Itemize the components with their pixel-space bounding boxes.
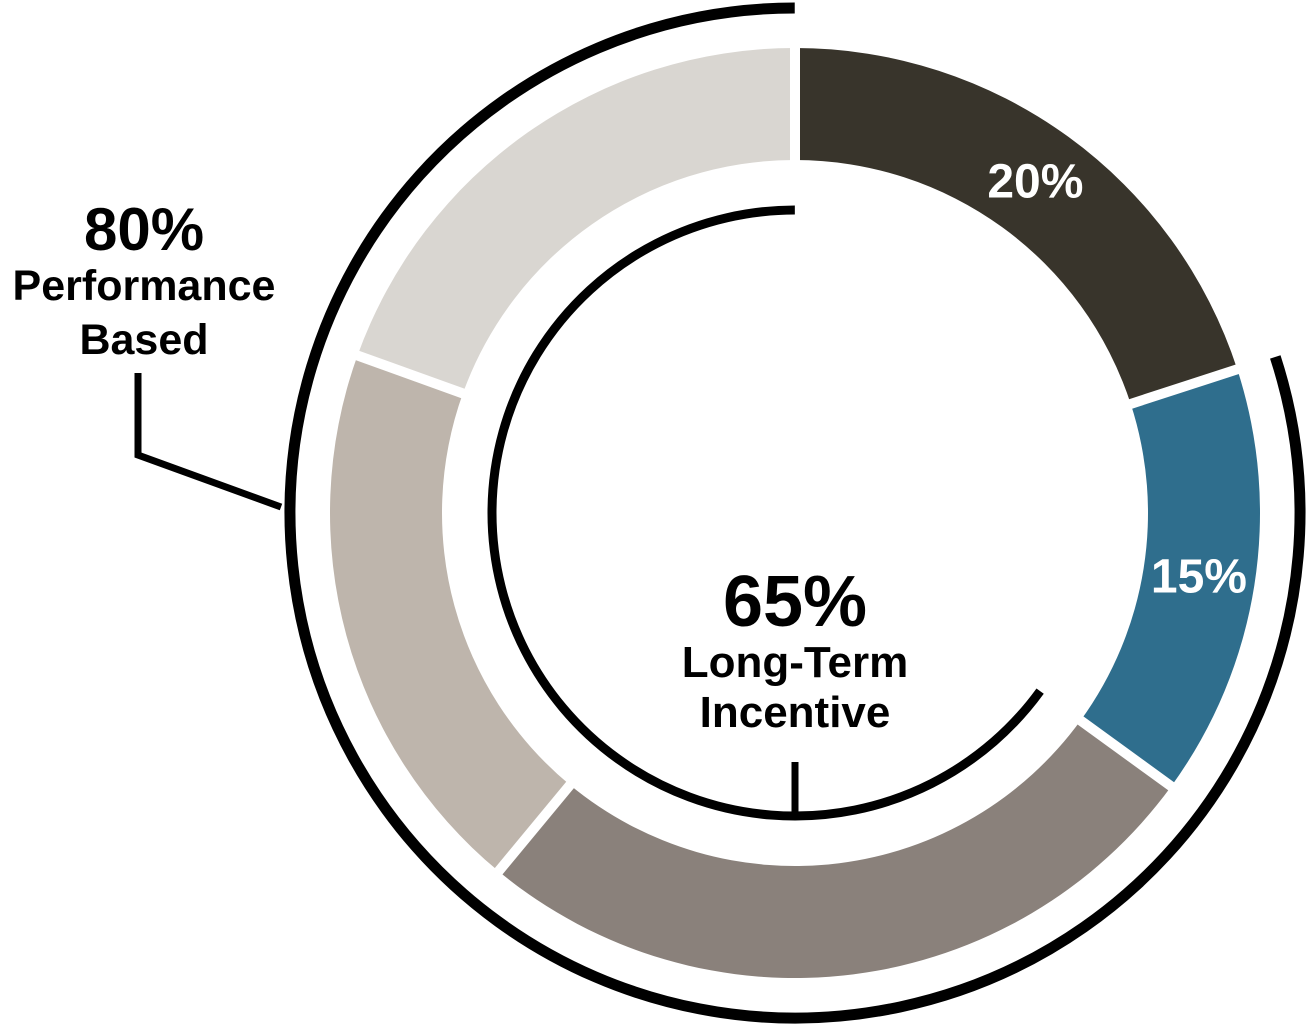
center-label-line2: Incentive <box>699 688 891 738</box>
performance-based-label: 80% Performance Based <box>0 200 288 368</box>
outer-bracket-arc <box>284 2 1306 1024</box>
segment-value-label-1: 20% <box>987 155 1084 209</box>
center-label-line1: Long-Term <box>681 638 909 687</box>
segment-separator-3 <box>1073 713 1179 794</box>
segment-value-label-2: 15% <box>1150 550 1247 604</box>
donut-segment-5 <box>357 48 795 394</box>
long-term-incentive-label: 65% Long-Term Incentive <box>682 566 909 738</box>
left-label-line2: Based <box>79 315 209 364</box>
segment-separator-5 <box>351 349 470 400</box>
segment-separator-2 <box>1124 363 1244 411</box>
center-percent-text: 65% <box>722 562 868 642</box>
donut-segment-4 <box>330 355 570 872</box>
performance-label-pointer <box>134 373 283 511</box>
donut-segment-1 <box>795 48 1238 404</box>
donut-segment-3 <box>498 720 1172 978</box>
donut-segment-2 <box>1080 369 1260 787</box>
left-percent-text: 80% <box>83 196 205 263</box>
left-label-line1: Performance <box>12 262 276 310</box>
segment-separator-4 <box>491 777 578 879</box>
inner-bracket-arc <box>487 205 1044 821</box>
